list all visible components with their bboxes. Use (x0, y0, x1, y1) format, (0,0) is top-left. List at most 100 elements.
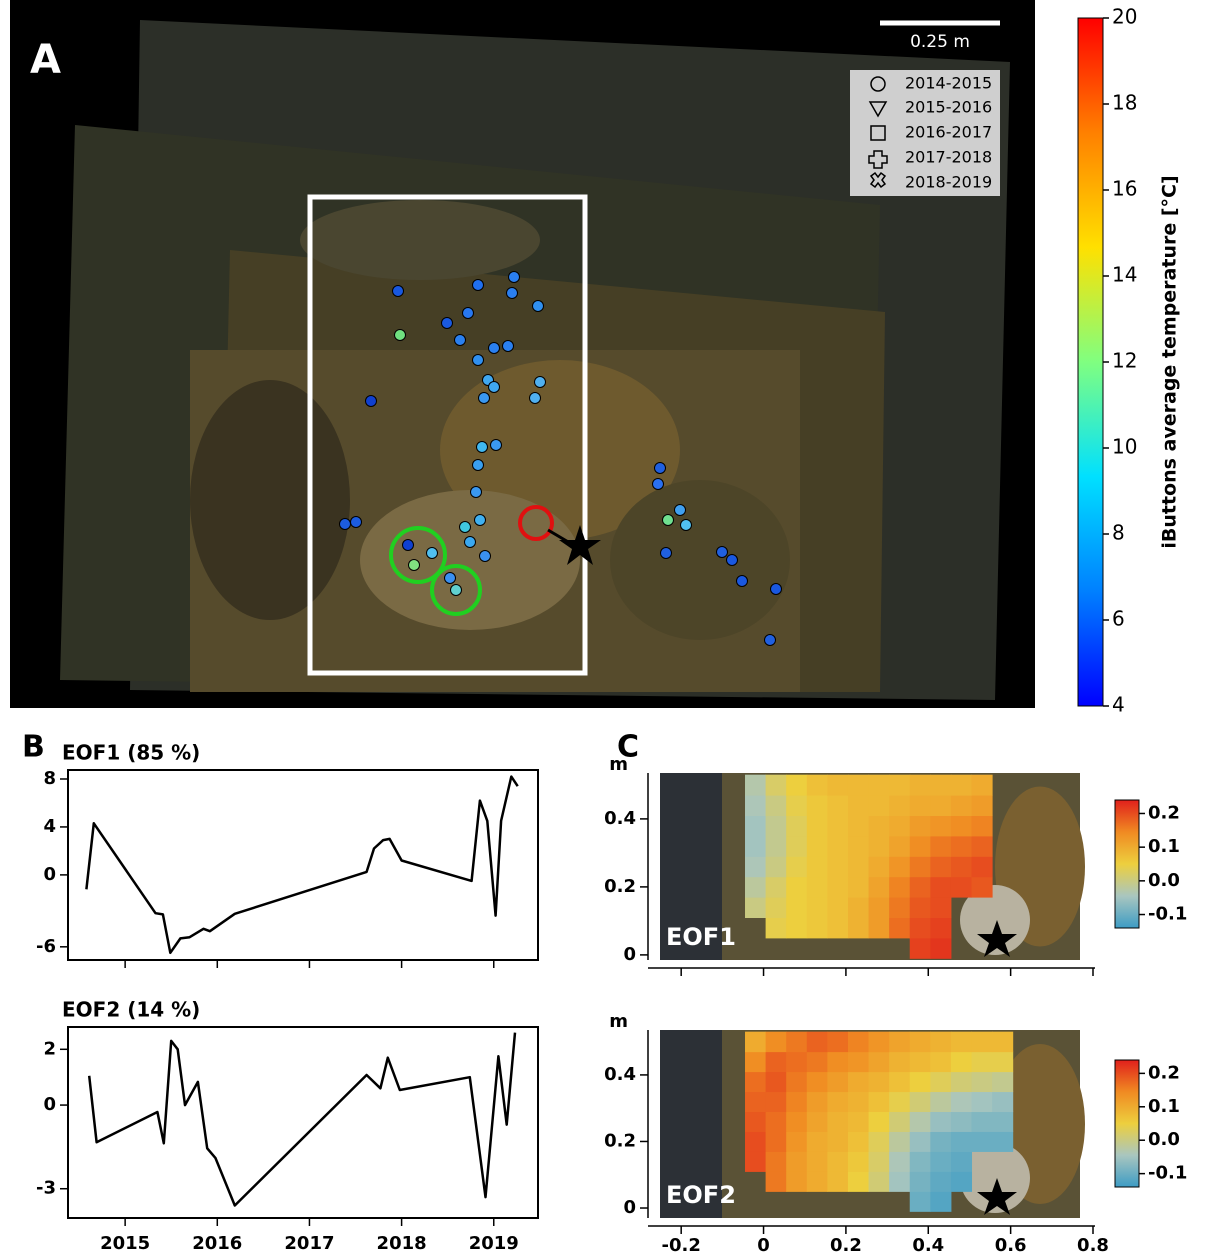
heatmap-cell (971, 1131, 993, 1152)
heatmap-cell (971, 1071, 993, 1093)
heatmap-cell (786, 1131, 808, 1152)
map-label: EOF2 (666, 1181, 736, 1209)
heatmap-cell (786, 1171, 808, 1192)
heatmap-cell (765, 1171, 787, 1192)
heatmap-cell (786, 1151, 808, 1172)
marker (534, 376, 546, 388)
heatmap-cell (889, 1071, 911, 1093)
marker (339, 518, 351, 530)
heatmap-cell (745, 876, 767, 898)
heatmap-cell (889, 1131, 911, 1152)
heatmap-cell (745, 1091, 767, 1113)
heatmap-cell (827, 1131, 849, 1152)
photo-background (660, 773, 722, 960)
heatmap-cell (909, 1051, 931, 1073)
heatmap-cell (909, 1191, 931, 1212)
heatmap-cell (745, 815, 767, 837)
heatmap-cell (806, 815, 828, 837)
photo-background (660, 1030, 722, 1218)
heatmap-cell (806, 1031, 828, 1053)
heatmap-cell (847, 1151, 870, 1172)
heatmap-cell (889, 835, 911, 857)
heatmap-cell (930, 856, 952, 878)
heatmap-cell (930, 1171, 952, 1192)
heatmap-cell (971, 1091, 993, 1113)
marker (490, 439, 502, 451)
colorbar-tick-label: 4 (1112, 693, 1125, 717)
x-tick-label: 2015 (100, 1233, 150, 1254)
photo-background (960, 885, 1030, 955)
marker (444, 572, 456, 584)
heatmap-cell (847, 917, 870, 939)
heatmap-cell (806, 897, 828, 918)
heatmap-cell (992, 1091, 1014, 1113)
heatmap-cell (971, 856, 993, 878)
heatmap-cell (930, 815, 952, 837)
heatmap-cell (930, 1091, 952, 1113)
star (977, 1178, 1017, 1215)
x-tick-label: 0.6 (995, 1235, 1027, 1256)
heatmap-cell (930, 1131, 952, 1152)
y-tick-label: 0 (623, 944, 636, 965)
colorbar (1114, 1059, 1140, 1188)
heatmap-cell (847, 1071, 870, 1093)
heatmap-cell (909, 815, 931, 837)
heatmap-cell (786, 897, 808, 918)
colorbar-tick-label: -0.1 (1148, 904, 1187, 925)
y-tick-label: 0.4 (604, 808, 636, 829)
x-tick-label: 2019 (469, 1233, 519, 1254)
heatmap-cell (868, 1031, 890, 1053)
heatmap-cell (930, 835, 952, 857)
marker (529, 392, 541, 404)
heatmap-cell (930, 897, 952, 918)
marker (472, 279, 484, 291)
legend: 2014-2015 2015-2016 2016-2017 2017-2018 … (850, 70, 1000, 196)
heatmap-cell (868, 1111, 890, 1132)
x-tick-label: 0.8 (1077, 1235, 1109, 1256)
marker (652, 478, 664, 490)
heatmap-cell (909, 835, 931, 857)
marker (365, 395, 377, 407)
marker (476, 441, 488, 453)
colorbar-tick-label: 16 (1112, 177, 1137, 201)
colorbar-tick-label: 0.2 (1148, 802, 1180, 823)
photo-background (960, 1143, 1030, 1213)
marker (426, 547, 438, 559)
marker (662, 514, 674, 526)
heatmap-cell (889, 1091, 911, 1113)
marker (462, 307, 474, 319)
heatmap-cell (889, 1171, 911, 1192)
line (85, 775, 519, 955)
heatmap-cell (889, 1111, 911, 1132)
heatmap-cell (930, 774, 952, 796)
highlight-circle (389, 526, 447, 584)
x-tick-label: 2018 (377, 1233, 427, 1254)
colorbar-tick-label: 0.1 (1148, 836, 1180, 857)
heatmap-cell (827, 876, 849, 898)
heatmap-cell (971, 795, 993, 816)
heatmap-cell (786, 1111, 808, 1132)
heatmap-cell (847, 774, 870, 796)
colorbar-tick-label: 12 (1112, 349, 1137, 373)
y-tick-label: 0.2 (604, 876, 636, 897)
marker (408, 559, 420, 571)
heatmap-cell (765, 815, 787, 837)
heatmap-cell (992, 1111, 1014, 1132)
heatmap-cell (765, 1091, 787, 1113)
heatmap-cell (868, 917, 890, 939)
heatmap-cell (806, 1131, 828, 1152)
x-tick-label: -0.2 (662, 1235, 701, 1256)
heatmap-cell (868, 795, 890, 816)
y-tick-label: 0 (43, 864, 56, 885)
heatmap-cell (745, 1051, 767, 1073)
heatmap-cell (950, 1111, 973, 1132)
heatmap-cell (806, 876, 828, 898)
heatmap-cell (930, 1151, 952, 1172)
heatmap-cell (786, 1051, 808, 1073)
marker (764, 634, 776, 646)
marker (441, 317, 453, 329)
heatmap-cell (765, 1051, 787, 1073)
heatmap-cell (889, 1151, 911, 1172)
heatmap-cell (745, 1151, 767, 1172)
